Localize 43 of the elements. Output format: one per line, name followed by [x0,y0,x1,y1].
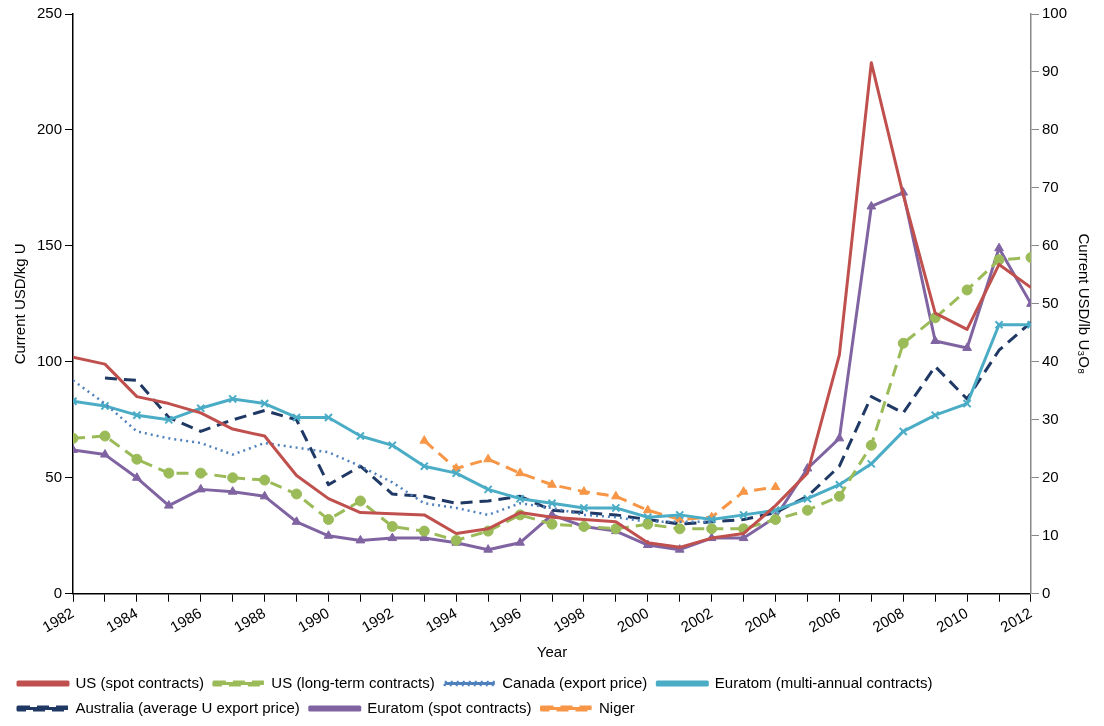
y-tick-label: 0 [53,583,63,601]
x-axis-title: Year [536,643,568,661]
y2-tick-label: 80 [1041,120,1059,138]
x-tick-label: 2004 [741,603,780,636]
legend-label: Euratom (multi-annual contracts) [714,673,933,691]
legend-label: US (spot contracts) [75,673,204,691]
y2-tick-label: 20 [1041,467,1059,485]
x-tick-label: 1994 [422,603,460,636]
x-tick-label: 2002 [677,603,716,636]
y-tick-label: 200 [37,120,63,138]
x-tick-label: 1998 [550,603,588,636]
x-tick-label: 2010 [933,603,971,636]
y-axis-title: Current USD/kg U [11,243,29,365]
y-tick-label: 250 [37,4,63,22]
legend-label: Canada (export price) [502,673,648,691]
x-tick-label: 1982 [39,603,77,636]
y2-tick-label: 10 [1041,525,1059,543]
x-tick-label: 2000 [613,603,652,636]
y-tick-label: 100 [37,351,63,369]
x-tick-label: 2006 [805,603,843,636]
y-tick-label: 50 [45,467,63,485]
y2-tick-label: 0 [1041,583,1051,601]
legend-label: US (long-term contracts) [271,673,435,691]
x-tick-label: 1996 [486,603,524,636]
y2-tick-label: 30 [1041,409,1059,427]
legend-label: Australia (average U export price) [75,698,300,716]
x-tick-label: 1986 [166,603,205,636]
y2-axis-title: Current USD/lb U₃O₈ [1075,233,1093,375]
x-tick-label: 1984 [103,603,141,636]
y-tick-label: 150 [37,236,63,254]
y2-tick-label: 90 [1041,62,1059,80]
x-tick-label: 1992 [358,603,396,636]
legend-label: Niger [598,698,635,716]
legend-label: Euratom (spot contracts) [367,698,532,716]
x-tick-label: 2012 [997,603,1035,636]
y2-tick-label: 40 [1041,351,1059,369]
y2-tick-label: 70 [1041,178,1059,196]
y2-tick-label: 60 [1041,236,1059,254]
y2-tick-label: 100 [1041,4,1067,22]
y2-tick-label: 50 [1041,294,1059,311]
x-tick-label: 1990 [294,603,333,636]
x-tick-label: 2008 [869,603,907,636]
x-tick-label: 1988 [230,603,269,636]
